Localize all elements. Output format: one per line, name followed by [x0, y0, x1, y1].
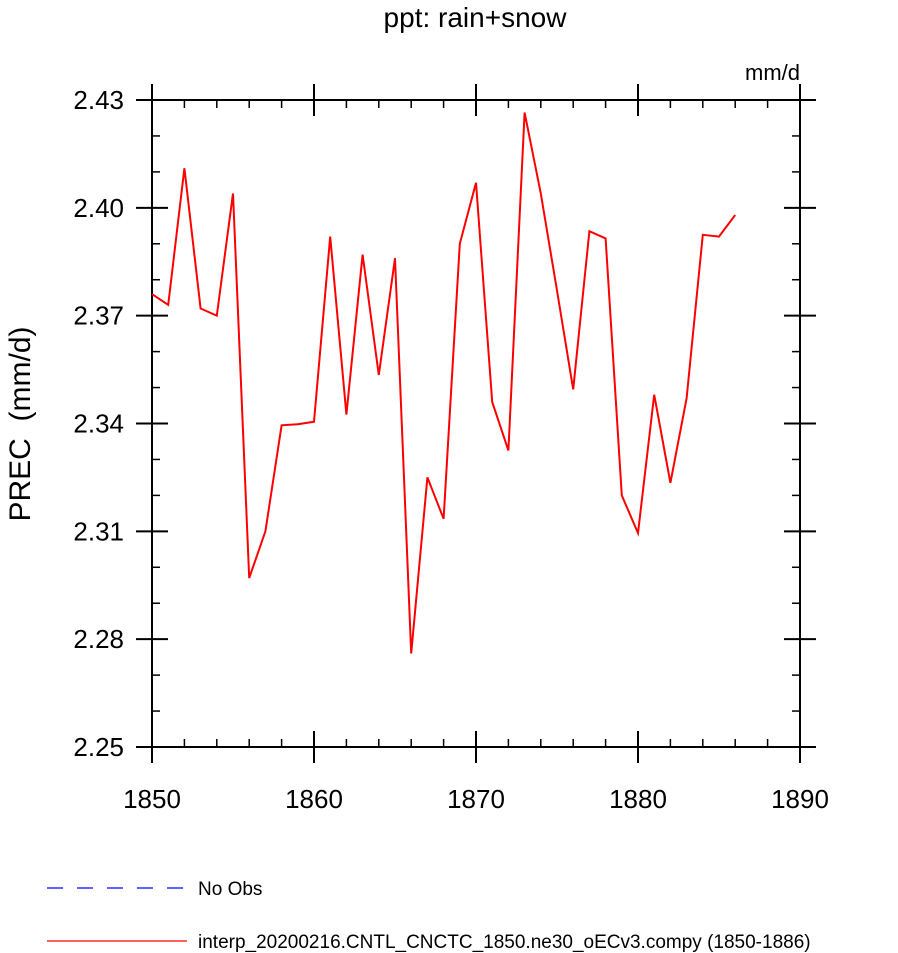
y-tick-label: 2.43: [73, 85, 124, 115]
y-tick-label: 2.25: [73, 732, 124, 762]
series-group: [151, 112, 737, 654]
y-tick-label: 2.40: [73, 193, 124, 223]
y-axis-label: PREC (mm/d): [4, 327, 37, 522]
chart-title: ppt: rain+snow: [384, 2, 568, 33]
y-tick-label: 2.31: [73, 516, 124, 546]
units-label: mm/d: [745, 60, 800, 85]
x-tick-label: 1870: [447, 784, 505, 814]
y-tick-labels: 2.25 2.28 2.31 2.34 2.37 2.40 2.43: [73, 85, 124, 762]
x-tick-label: 1850: [123, 784, 181, 814]
series-line: [151, 112, 737, 654]
y-tick-label: 2.37: [73, 301, 124, 331]
legend-label-model: interp_20200216.CNTL_CNCTC_1850.ne30_oEC…: [198, 932, 811, 953]
y-tick-label: 2.28: [73, 624, 124, 654]
y-tick-label: 2.34: [73, 409, 124, 439]
legend: No Obs interp_20200216.CNTL_CNCTC_1850.n…: [47, 879, 811, 953]
x-tick-label: 1890: [771, 784, 829, 814]
axis-ticks: [136, 84, 816, 763]
x-tick-labels: 1850 1860 1870 1880 1890: [123, 784, 829, 814]
x-tick-label: 1860: [285, 784, 343, 814]
x-tick-label: 1880: [609, 784, 667, 814]
legend-label-no-obs: No Obs: [198, 879, 262, 900]
plot-frame: [151, 99, 801, 748]
